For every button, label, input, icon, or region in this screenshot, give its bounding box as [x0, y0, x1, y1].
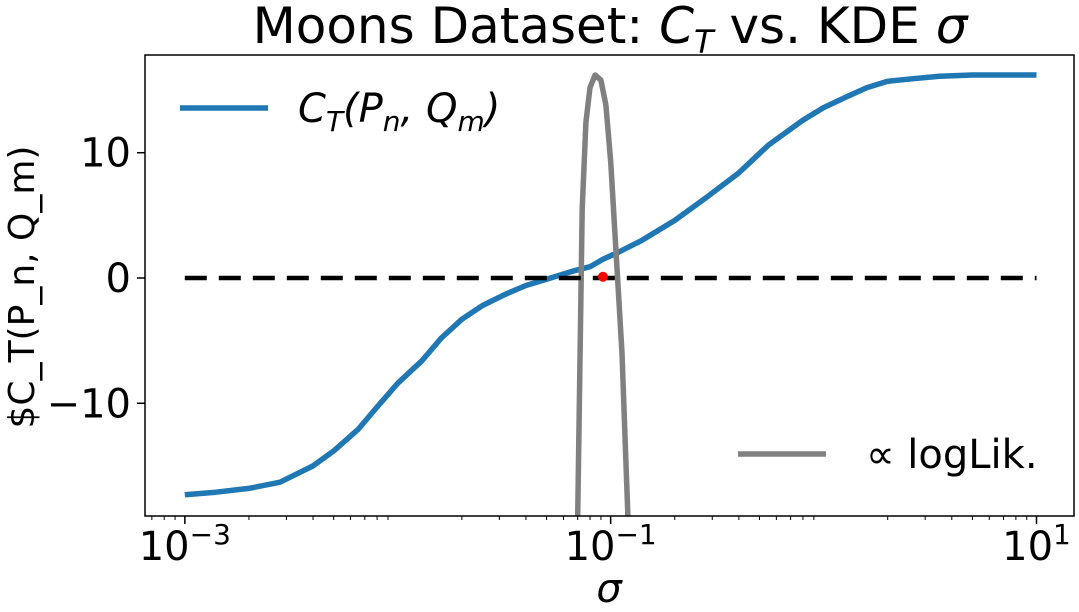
y-tick-label: 10: [80, 131, 131, 177]
series-line-loglik: [574, 72, 631, 516]
legend-entry-loglik: ∝ logLik.: [738, 432, 1038, 478]
x-axis-label: σ: [596, 566, 623, 612]
legend-label-ct: CT(Pn, Qm): [298, 86, 500, 138]
y-tick-label: −10: [47, 381, 131, 427]
series-layer: [184, 72, 1037, 516]
legend-entry-ct: CT(Pn, Qm): [180, 86, 500, 138]
chart-title: Moons Dataset: CT vs. KDE σ: [253, 0, 969, 61]
x-tick-label: 10−3: [139, 518, 231, 570]
crossing-point-marker: [597, 271, 608, 282]
x-tick-label: 10−1: [565, 518, 657, 570]
x-tick-label: 101: [1002, 518, 1071, 570]
y-tick-label: 0: [106, 256, 131, 302]
plot-frame: [144, 54, 1075, 517]
series-line-ct: [184, 72, 1037, 498]
tick-layer: 10−3 10−1 101 10 0 −10: [47, 131, 1071, 570]
y-axis-label: $C_T(P_n, Q_m): [2, 146, 43, 429]
legend-label-loglik: ∝ logLik.: [866, 432, 1038, 478]
